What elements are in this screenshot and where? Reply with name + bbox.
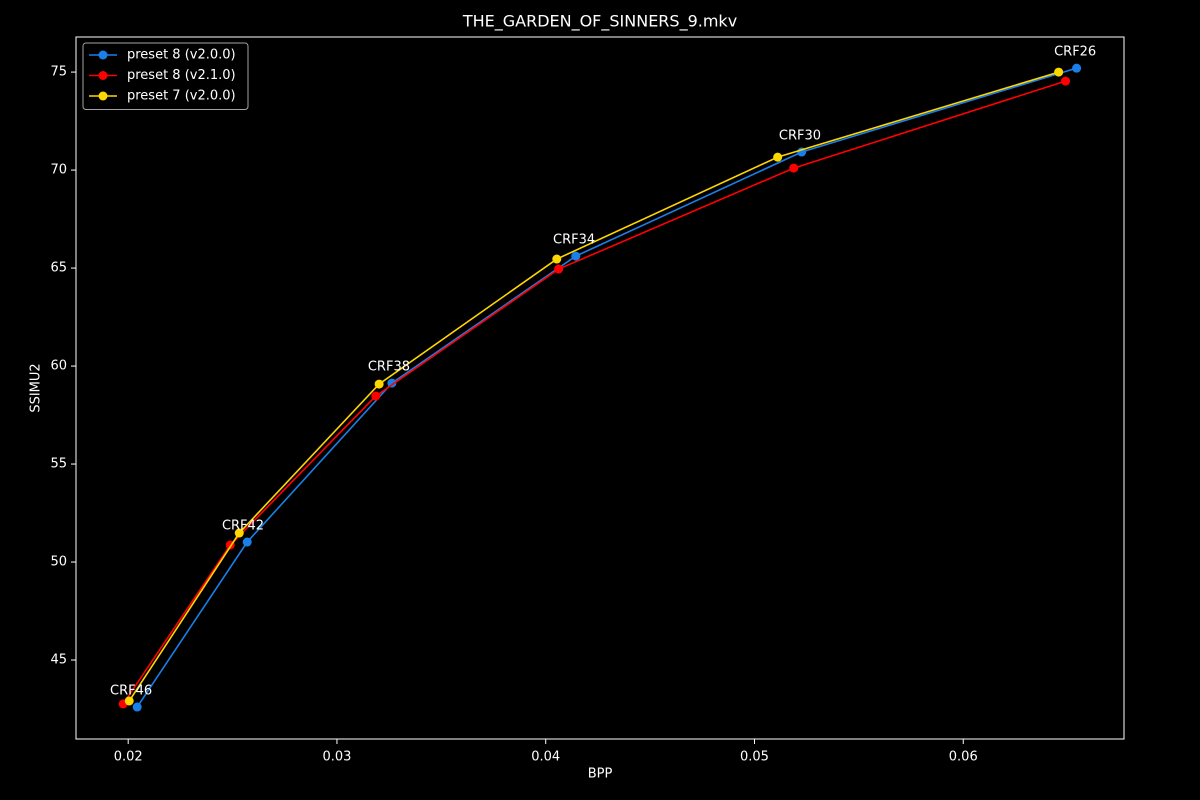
data-point xyxy=(374,379,384,389)
y-tick-label: 50 xyxy=(50,555,67,570)
data-point xyxy=(234,528,244,538)
x-tick-label: 0.05 xyxy=(740,750,769,765)
x-tick-label: 0.04 xyxy=(531,750,560,765)
legend-marker xyxy=(98,50,108,60)
legend-label: preset 8 (v2.1.0) xyxy=(127,68,236,83)
data-point xyxy=(124,696,134,706)
y-tick-label: 65 xyxy=(50,261,67,276)
y-tick-label: 75 xyxy=(50,65,67,80)
x-tick-label: 0.03 xyxy=(322,750,351,765)
legend-marker xyxy=(98,71,108,80)
x-tick-label: 0.06 xyxy=(949,750,978,765)
data-point xyxy=(387,378,397,388)
data-point xyxy=(554,264,564,274)
series-line xyxy=(122,80,1066,705)
data-point xyxy=(1054,67,1064,77)
data-point xyxy=(242,537,252,547)
data-point xyxy=(789,163,799,173)
data-point xyxy=(1061,76,1071,86)
data-point xyxy=(571,251,581,261)
data-point xyxy=(773,152,783,162)
chart-title: THE_GARDEN_OF_SINNERS_9.mkv xyxy=(462,12,737,32)
legend-marker xyxy=(98,91,108,101)
x-tick-label: 0.02 xyxy=(114,750,143,765)
series-line xyxy=(128,71,1059,702)
data-point xyxy=(132,702,142,712)
y-tick-label: 60 xyxy=(50,359,67,374)
annotation: CRF38 xyxy=(368,360,410,375)
annotation: CRF46 xyxy=(110,684,152,699)
y-tick-label: 45 xyxy=(50,653,67,668)
data-point xyxy=(1072,63,1082,73)
y-tick-label: 70 xyxy=(50,163,67,178)
y-axis-label: SSIMU2 xyxy=(29,363,44,412)
legend-label: preset 7 (v2.0.0) xyxy=(127,89,236,104)
annotation: CRF42 xyxy=(222,519,264,534)
data-point xyxy=(552,254,562,264)
annotation: CRF30 xyxy=(779,129,821,144)
plot-frame xyxy=(75,36,1125,740)
series-line xyxy=(136,67,1077,708)
data-point xyxy=(371,391,381,401)
legend-box xyxy=(82,42,249,110)
annotation: CRF26 xyxy=(1054,44,1096,59)
legend-label: preset 8 (v2.0.0) xyxy=(127,48,236,63)
annotation: CRF34 xyxy=(553,233,595,248)
x-axis-label: BPP xyxy=(588,767,613,782)
y-tick-label: 55 xyxy=(50,457,67,472)
